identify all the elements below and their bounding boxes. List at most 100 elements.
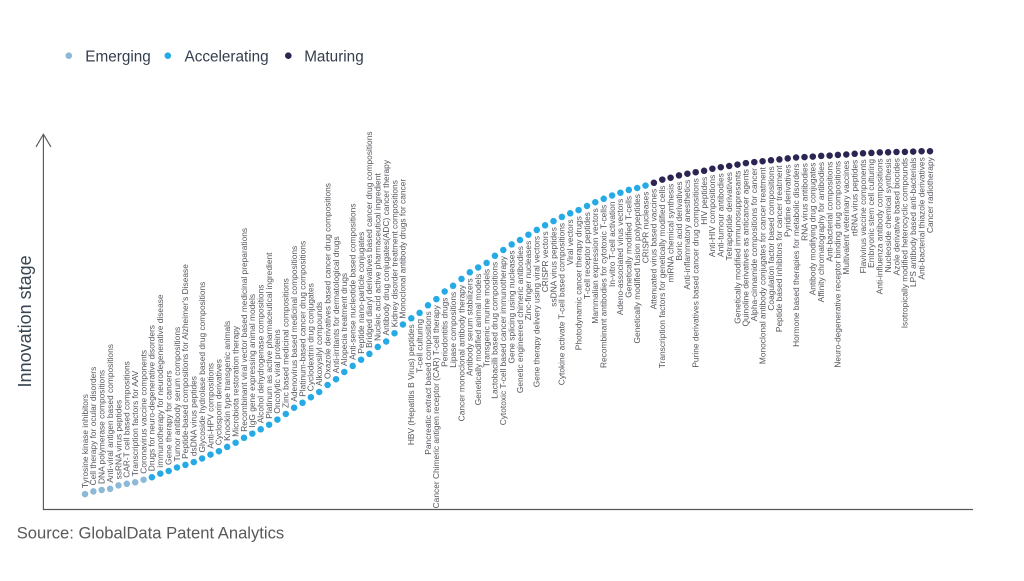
svg-text:Isotropically modified heteroc: Isotropically modified heterocyclic comp… xyxy=(900,158,910,328)
svg-text:Alopecia treatment drugs: Alopecia treatment drugs xyxy=(339,273,349,366)
svg-text:Cell therapy for ocular disord: Cell therapy for ocular disorders xyxy=(88,367,98,486)
svg-text:Alkoxysilyl compounds: Alkoxysilyl compounds xyxy=(314,302,324,386)
svg-text:Viral vectors: Viral vectors xyxy=(565,219,575,265)
svg-text:Cancer monoclonal antibody the: Cancer monoclonal antibody therapy xyxy=(456,284,466,421)
svg-text:Coronavirus vaccine components: Coronavirus vaccine components xyxy=(138,350,148,474)
svg-text:Azole derivative based biocide: Azole derivative based biocides xyxy=(891,158,901,275)
svg-text:DNA polymerase compositions: DNA polymerase compositions xyxy=(97,370,107,484)
svg-text:Periodontitis drugs: Periodontitis drugs xyxy=(440,298,450,367)
svg-text:Adenovirus based medicinal com: Adenovirus based medicinal compositions xyxy=(289,246,299,402)
svg-text:Monoclonal antibody conjugates: Monoclonal antibody conjugates for cance… xyxy=(757,167,767,365)
svg-text:Anti-tumour antibodies: Anti-tumour antibodies xyxy=(716,173,726,257)
svg-text:Emerging: Emerging xyxy=(85,48,150,65)
svg-text:Cancer radiotherapy: Cancer radiotherapy xyxy=(925,156,935,233)
svg-text:Anti-bacterial thiazole deriva: Anti-bacterial thiazole derivatives xyxy=(916,157,926,279)
svg-text:Gene splicing using nucleases: Gene splicing using nucleases xyxy=(507,250,517,363)
svg-text:Pyridine derivatives: Pyridine derivatives xyxy=(783,164,793,237)
svg-text:Purine derivatives based cance: Purine derivatives based cancer drug com… xyxy=(691,178,701,367)
svg-text:Affinity chromatography for an: Affinity chromatography for antibodies xyxy=(816,162,826,302)
svg-text:Genetic engineered chimeric an: Genetic engineered chimeric antibodies xyxy=(515,246,525,393)
svg-text:Anti-irritants for dermatologi: Anti-irritants for dermatological drugs xyxy=(331,236,341,373)
svg-text:Knockin type transgenic animal: Knockin type transgenic animals xyxy=(222,321,232,441)
svg-text:Nucleoside chemical synthesis: Nucleoside chemical synthesis xyxy=(883,158,893,272)
svg-text:Platinum as active pharmaceuti: Platinum as active pharmaceutical ingred… xyxy=(264,252,274,419)
svg-text:Cyclosporin derivatives: Cyclosporin derivatives xyxy=(214,359,224,445)
svg-text:HBV (Hepatitis B Virus) peptid: HBV (Hepatitis B Virus) peptides xyxy=(406,324,416,445)
svg-text:Genetically modified fusion po: Genetically modified fusion polypeptides xyxy=(632,194,642,343)
svg-text:Lactobacilli based drug compos: Lactobacilli based drug compositions xyxy=(490,262,500,399)
svg-text:Zinc based medicinal compositi: Zinc based medicinal compositions xyxy=(281,278,291,408)
svg-text:Mammalian expression vectors: Mammalian expression vectors xyxy=(590,208,600,323)
svg-text:Tumor antibody serum compositi: Tumor antibody serum compositions xyxy=(172,327,182,462)
svg-text:Innovation stage: Innovation stage xyxy=(15,255,35,387)
svg-text:Alpha-cinnamide compositions f: Alpha-cinnamide compositions for cancer xyxy=(749,168,759,321)
svg-text:Recombinant viral vector based: Recombinant viral vector based medicinal… xyxy=(239,228,249,432)
svg-text:T-cell receptor peptides: T-cell receptor peptides xyxy=(582,212,592,299)
svg-text:IgG gene expressing animal mod: IgG gene expressing animal models xyxy=(247,294,257,428)
svg-text:Anti-HPV compositions: Anti-HPV compositions xyxy=(205,363,215,449)
svg-text:Drugs for neuro-degenerative d: Drugs for neuro-degenerative disorders xyxy=(147,325,157,471)
svg-text:Antibody serum stabilizers: Antibody serum stabilizers xyxy=(465,278,475,376)
svg-text:Attenuated virus based vaccine: Attenuated virus based vaccines xyxy=(649,189,659,310)
svg-text:Oxazole derivatives based canc: Oxazole derivatives based cancer drug co… xyxy=(322,183,332,379)
svg-text:In-vitro T-cell activation: In-vitro T-cell activation xyxy=(607,201,617,287)
svg-text:T-cell culturing: T-cell culturing xyxy=(414,319,424,373)
svg-text:Peptide based inhibitors for c: Peptide based inhibitors for cancer trea… xyxy=(774,165,784,332)
svg-text:Neuro-degenerative receptor bi: Neuro-degenerative receptor binding drug… xyxy=(833,161,843,368)
svg-text:Peptide-based compositions for: Peptide-based compositions for Alzheimer… xyxy=(180,264,190,459)
svg-text:Alcohol dehydrogenase composit: Alcohol dehydrogenase compositions xyxy=(256,285,266,424)
svg-text:rtRNA virus peptides: rtRNA virus peptides xyxy=(850,160,860,236)
svg-text:Quinoline derivatives as antic: Quinoline derivatives as anticancer agen… xyxy=(741,169,751,326)
svg-text:Accelerating: Accelerating xyxy=(185,48,269,65)
svg-text:Lipase compositions: Lipase compositions xyxy=(448,292,458,368)
svg-text:Adeno-associated virus vectors: Adeno-associated virus vectors xyxy=(615,199,625,315)
svg-text:Tetrapeptide derivatives: Tetrapeptide derivatives xyxy=(724,172,734,260)
svg-text:Platinum-based cancer drug com: Platinum-based cancer drug compositions xyxy=(297,241,307,397)
svg-text:Tyrosine kinase inhibitors: Tyrosine kinase inhibitors xyxy=(80,394,90,488)
svg-text:Flavivirus vaccine components: Flavivirus vaccine components xyxy=(858,159,868,273)
svg-text:Cyclodextrin drug conjugates: Cyclodextrin drug conjugates xyxy=(306,283,316,391)
svg-text:Cancer Chimeric antigen recept: Cancer Chimeric antigen receptor (CAR) T… xyxy=(431,304,441,508)
svg-text:Anti-inflammatory anesthetics: Anti-inflammatory anesthetics xyxy=(682,180,692,290)
svg-text:Transgenic murine models: Transgenic murine models xyxy=(481,269,491,367)
svg-text:Genetically modified immunosup: Genetically modified immunosuppresants xyxy=(732,171,742,324)
svg-text:Source: GlobalData Patent Anal: Source: GlobalData Patent Analytics xyxy=(17,524,285,543)
svg-text:Anti-sense nucleotide based co: Anti-sense nucleotide based compositions xyxy=(348,203,358,359)
svg-text:miRNA chemical synthesis: miRNA chemical synthesis xyxy=(665,184,675,283)
svg-text:Oncolytic viral proteins: Oncolytic viral proteins xyxy=(272,329,282,413)
svg-text:Boric acid derivatives: Boric acid derivatives xyxy=(674,181,684,260)
svg-text:Embryonic stem cell culturing: Embryonic stem cell culturing xyxy=(866,159,876,268)
svg-text:CAR-T cell based compositions: CAR-T cell based compositions xyxy=(122,361,132,478)
svg-text:Hormone based therapies for me: Hormone based therapies for metabolic di… xyxy=(791,164,801,347)
svg-text:Transcription factors for gene: Transcription factors for genetically mo… xyxy=(657,186,667,369)
svg-text:CRISPR vectors: CRISPR vectors xyxy=(540,231,550,292)
svg-text:Microbiota restoration therapy: Microbiota restoration therapy xyxy=(230,325,240,437)
svg-text:Nucleic acid active pharmaceut: Nucleic acid active pharmaceutical ingre… xyxy=(373,173,383,341)
svg-text:ssDNA virus peptides: ssDNA virus peptides xyxy=(548,227,558,307)
svg-text:Antibody modifying drug conjug: Antibody modifying drug conjugates xyxy=(808,163,818,296)
svg-text:Antibody drug conjugates(ADC): Antibody drug conjugates(ADC) cancer the… xyxy=(381,159,391,335)
svg-text:CRISPR nucleases: CRISPR nucleases xyxy=(640,192,650,264)
svg-text:ssRNA virus peptides: ssRNA virus peptides xyxy=(113,400,123,480)
svg-text:Genetically modified T-cells: Genetically modified T-cells xyxy=(624,196,634,298)
svg-text:Genetically modified animal mo: Genetically modified animal models xyxy=(473,274,483,406)
svg-text:Maturing: Maturing xyxy=(304,48,364,65)
svg-text:LPS antibody based anti-bacter: LPS antibody based anti-bacterials xyxy=(908,158,918,287)
svg-text:Photodynamic cancer therapy dr: Photodynamic cancer therapy drugs xyxy=(573,216,583,350)
svg-text:HIV peptides: HIV peptides xyxy=(699,177,709,225)
svg-text:Anti-viral antigen based compo: Anti-viral antigen based compositions xyxy=(105,344,115,483)
svg-text:Glycoside hydrolase based drug: Glycoside hydrolase based drug compositi… xyxy=(197,282,207,453)
svg-text:Coagulation factor based compo: Coagulation factor based compositions xyxy=(766,166,776,310)
svg-text:Gene therapy for cancers: Gene therapy for cancers xyxy=(164,370,174,465)
svg-text:Multivalent veterinary vaccine: Multivalent veterinary vaccines xyxy=(841,161,851,275)
svg-text:Bridged diaryl derivatives bas: Bridged diaryl derivatives based cancer … xyxy=(364,131,374,347)
svg-text:Recombinant antibodies for cyt: Recombinant antibodies for cytotoxic T-c… xyxy=(599,205,609,368)
svg-text:Monoclonal antibody drugs for: Monoclonal antibody drugs for cancer xyxy=(398,179,408,319)
svg-text:Transcription factors for AAV: Transcription factors for AAV xyxy=(130,370,140,476)
svg-text:Anti-bacterial compositions: Anti-bacterial compositions xyxy=(824,162,834,262)
svg-text:Pancreatic extract based compo: Pancreatic extract based compositions xyxy=(423,311,433,454)
svg-text:Kidney disorder treatment comp: Kidney disorder treatment compositions xyxy=(389,180,399,327)
svg-text:Cytotoxic T-cell based cancer: Cytotoxic T-cell based cancer immunother… xyxy=(498,255,508,425)
svg-text:Cytokine activate T-cell based: Cytokine activate T-cell based compositi… xyxy=(557,223,567,385)
svg-text:RNA virus antibodies: RNA virus antibodies xyxy=(799,163,809,241)
